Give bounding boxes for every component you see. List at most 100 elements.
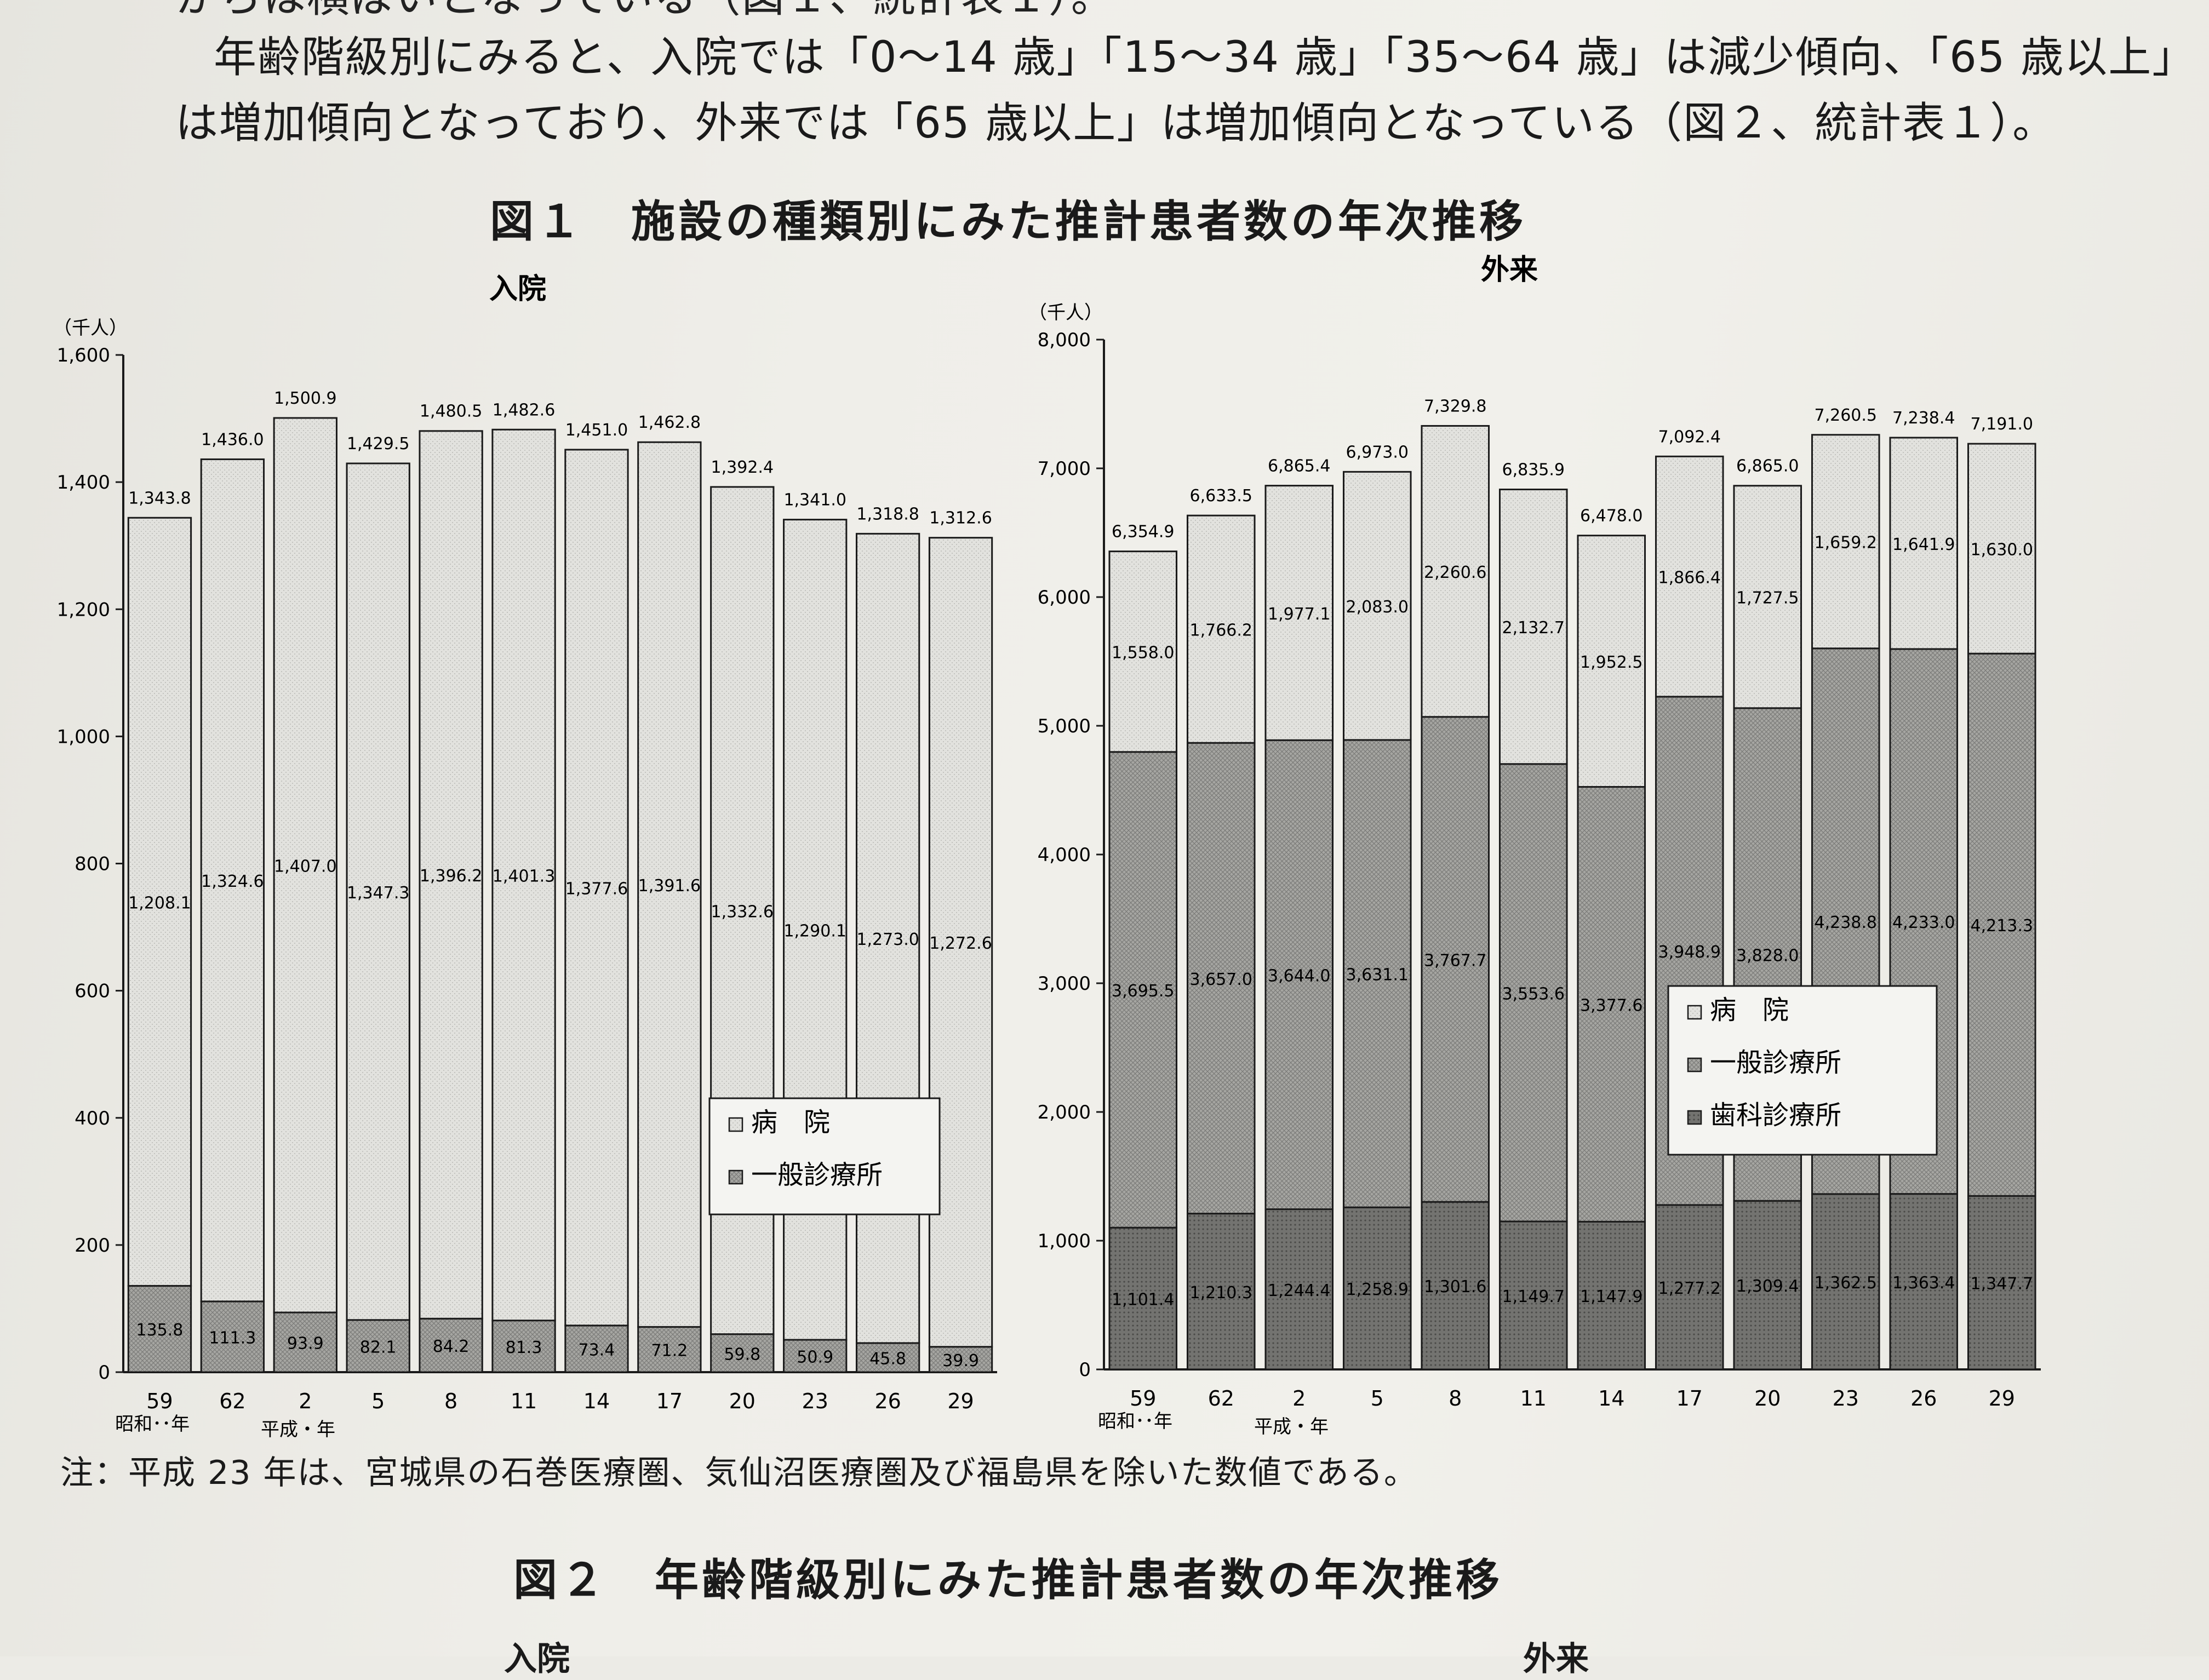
bar-segment [346, 1319, 410, 1373]
bar-segment-label: 1,208.1 [128, 893, 191, 913]
bar-segment-label: 1,332.6 [711, 902, 774, 921]
bar-segment [637, 441, 702, 1328]
bar-segment-label: 1,272.6 [929, 934, 992, 953]
y-tick-label: 1,000 [1038, 1230, 1091, 1252]
legend-label: 一般診療所 [751, 1160, 883, 1190]
bar-total-label: 1,480.5 [420, 402, 483, 421]
bar-segment [1889, 1193, 1959, 1371]
bar-segment-label: 1,952.5 [1580, 653, 1643, 672]
x-tick-label: 29 [947, 1389, 974, 1413]
legend-swatch [728, 1117, 743, 1132]
bar-segment [564, 1324, 629, 1373]
bar-segment [1577, 535, 1646, 788]
y-tick-label: 0 [98, 1362, 110, 1384]
figure-note: 注：平成 23 年は、宮城県の石巻医療圏、気仙沼医療圏及び福島県を除いた数値であ… [60, 1454, 1418, 1492]
bar-segment-label: 1,391.6 [638, 876, 701, 896]
bar-total-label: 7,329.8 [1424, 397, 1487, 416]
bar-segment-label: 1,347.7 [1970, 1275, 2033, 1294]
bar-segment-label: 4,213.3 [1970, 916, 2033, 936]
bar-segment [419, 1317, 483, 1373]
legend-swatch [1687, 1110, 1702, 1125]
chart-panel-title: 入院 [489, 273, 546, 306]
bar-segment-label: 3,828.0 [1736, 947, 1799, 966]
bar-segment-label: 1,377.6 [565, 879, 628, 898]
y-tick-label: 400 [75, 1108, 110, 1129]
y-tick-label: 800 [75, 853, 110, 875]
y-tick-label: 1,000 [57, 726, 110, 748]
bar-segment [1967, 443, 2036, 655]
x-tick-label: 5 [371, 1389, 385, 1413]
bar-segment [1811, 434, 1880, 650]
bar-segment [1108, 751, 1178, 1229]
bar-segment [200, 458, 265, 1303]
bar-total-label: 7,238.4 [1892, 409, 1955, 428]
bar-segment-label: 73.4 [579, 1340, 615, 1360]
bar-segment-label: 4,238.8 [1814, 913, 1877, 932]
bar-total-label: 6,973.0 [1346, 443, 1409, 462]
era-label-showa: 昭和･･年 [115, 1413, 190, 1435]
bar-segment [1498, 763, 1568, 1223]
bar-segment-label: 59.8 [724, 1345, 760, 1364]
bar-segment [1655, 455, 1724, 698]
bar-total-label: 6,633.5 [1189, 486, 1252, 506]
bar-segment [1108, 551, 1178, 753]
bar-segment-label: 1,558.0 [1112, 644, 1175, 663]
bar-segment-label: 1,101.4 [1112, 1291, 1175, 1310]
era-label-heisei: 平成・年 [261, 1419, 335, 1441]
bar-segment-label: 1,977.1 [1268, 605, 1331, 624]
bar-segment-label: 1,866.4 [1658, 569, 1721, 588]
bar-total-label: 7,191.0 [1970, 415, 2033, 434]
x-tick-label: 11 [1520, 1386, 1547, 1410]
bar-segment-label: 1,301.6 [1424, 1277, 1487, 1297]
bar-segment-label: 1,396.2 [420, 867, 483, 886]
bar-segment [1889, 437, 1959, 650]
chart-panel-title: 外来 [1481, 254, 1538, 286]
legend-swatch [728, 1169, 743, 1185]
bar-segment [1967, 1195, 2036, 1371]
x-tick-label: 26 [874, 1389, 901, 1413]
y-tick-label: 7,000 [1038, 458, 1091, 480]
bar-segment-label: 84.2 [433, 1337, 470, 1356]
legend-label: 一般診療所 [1710, 1047, 1841, 1078]
x-tick-label: 8 [444, 1389, 457, 1413]
bar-segment-label: 2,260.6 [1424, 563, 1487, 582]
bar-total-label: 6,354.9 [1112, 523, 1175, 542]
bar-segment [200, 1300, 265, 1373]
bar-segment-label: 82.1 [360, 1338, 397, 1357]
bar-total-label: 1,312.6 [929, 509, 992, 528]
y-tick-label: 0 [1079, 1359, 1091, 1381]
legend-swatch [1687, 1057, 1702, 1073]
x-tick-label: 17 [1676, 1386, 1703, 1410]
bar-segment [1186, 742, 1256, 1215]
bar-segment [346, 462, 410, 1321]
figure-2-title: 図２ 年齢階級別にみた推計患者数の年次推移 [513, 1555, 1503, 1606]
bar-segment [1967, 652, 2036, 1197]
bar-segment [1498, 1220, 1568, 1371]
legend-label: 病 院 [1710, 995, 1789, 1025]
bar-total-label: 7,092.4 [1658, 427, 1721, 446]
bar-segment-label: 1,290.1 [783, 921, 846, 941]
bar-segment [1577, 1220, 1646, 1371]
figure-1-title: 図１ 施設の種類別にみた推計患者数の年次推移 [490, 196, 1526, 247]
bar-segment-label: 1,766.2 [1189, 621, 1252, 640]
bar-total-label: 1,436.0 [201, 430, 264, 449]
y-tick-label: 2,000 [1038, 1102, 1091, 1123]
bar-segment-label: 1,362.5 [1814, 1274, 1877, 1293]
bar-segment-label: 1,273.0 [856, 930, 919, 949]
y-tick-label: 8,000 [1038, 329, 1091, 351]
bar-segment-label: 1,347.3 [347, 884, 410, 903]
bar-total-label: 1,318.8 [856, 504, 919, 524]
bar-segment-label: 3,767.7 [1424, 951, 1487, 970]
bar-segment [928, 1346, 993, 1373]
bar-segment-label: 3,948.9 [1658, 943, 1721, 962]
y-unit-label: （千人） [1028, 302, 1103, 324]
legend-box [708, 1097, 941, 1215]
bar-segment [1264, 485, 1334, 741]
bar-segment-label: 3,695.5 [1112, 982, 1175, 1001]
bar-total-label: 1,429.5 [347, 434, 410, 454]
x-tick-label: 17 [656, 1389, 683, 1413]
bar-total-label: 1,392.4 [711, 458, 774, 477]
bar-segment-label: 71.2 [651, 1341, 688, 1361]
bar-segment-label: 45.8 [869, 1349, 906, 1368]
